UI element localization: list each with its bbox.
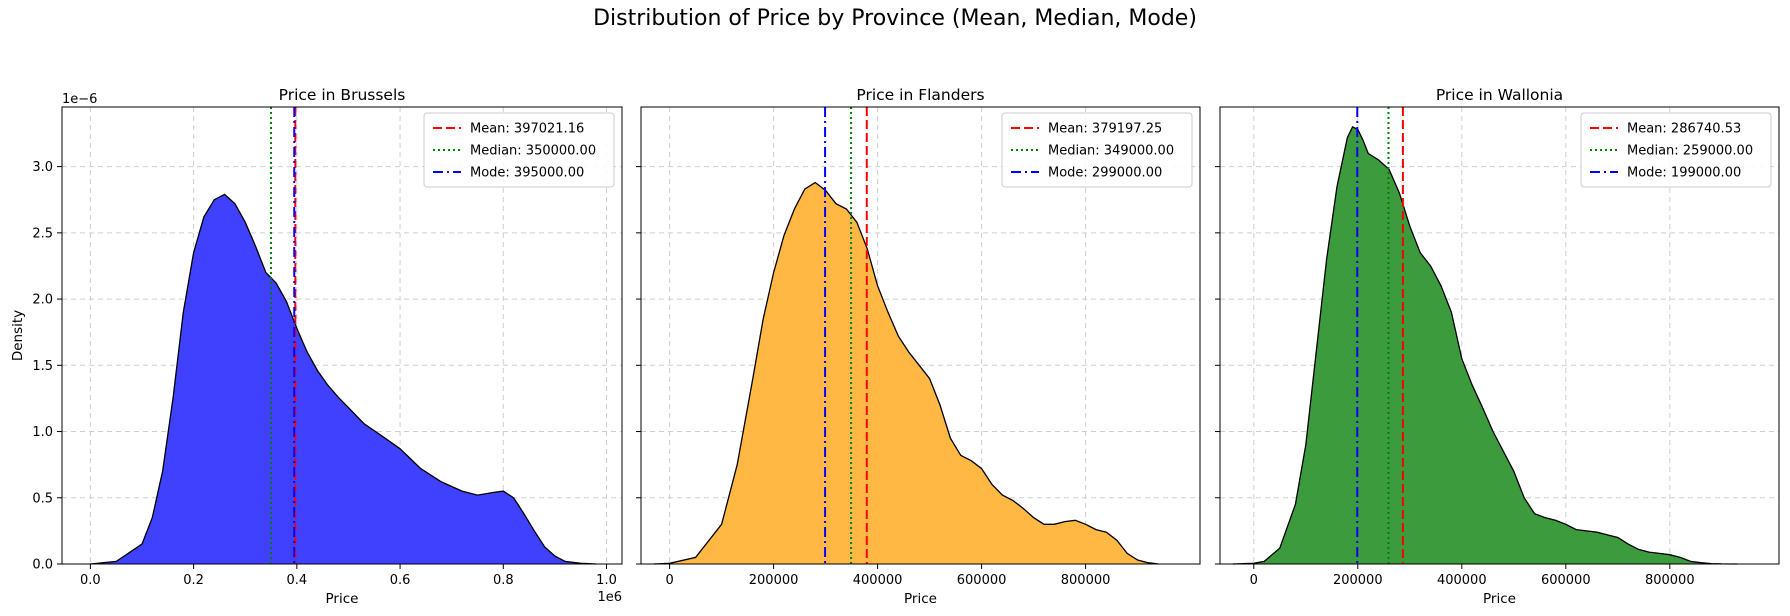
x-tick-label: 0 — [665, 573, 673, 588]
y-tick-label: 2.0 — [32, 293, 53, 308]
x-axis-label: Price — [1483, 591, 1516, 607]
y-tick-label: 0.5 — [32, 491, 53, 506]
density-area — [90, 194, 597, 564]
legend-box — [1001, 112, 1193, 188]
legend: Mean: 286740.53 Median: 259000.00 Mode: 19… — [1580, 112, 1772, 188]
y-tick-label: 1.0 — [32, 425, 53, 440]
legend-label: Mode: 299000.00 — [1048, 166, 1162, 181]
x-tick-label: 400000 — [1437, 573, 1487, 588]
density-outline — [1232, 126, 1738, 565]
density-outline — [90, 193, 597, 565]
x-tick-label: 0.2 — [183, 573, 204, 588]
panel-title: Price in Wallonia — [1436, 86, 1563, 104]
y-tick-label: 3.0 — [32, 160, 53, 175]
x-tick-label: 800000 — [1061, 573, 1111, 588]
plot-frame — [1219, 106, 1780, 565]
legend-label: Median: 259000.00 — [1627, 144, 1753, 159]
density-area — [1233, 126, 1738, 565]
x-tick-label: 400000 — [853, 573, 903, 588]
x-tick-label: 0.6 — [390, 573, 411, 588]
x-axis-label: Price — [904, 591, 937, 607]
legend-label: Mean: 397021.16 — [470, 122, 584, 137]
panel-title: Price in Flanders — [856, 86, 984, 104]
chart-panel-1: 0.0 0.2 0.4 0.6 0.8 1.0 0.0 0.5 1.0 1.5 2.0 2.5 3.0 P… — [10, 86, 623, 607]
y-axis-label: Density — [10, 310, 26, 361]
x-tick-label: 1.0 — [596, 573, 617, 588]
legend: Mean: 379197.25 Median: 349000.00 Mode: 29… — [1001, 112, 1193, 188]
x-tick-label: 600000 — [957, 573, 1007, 588]
legend: Mean: 397021.16 Median: 350000.00 Mode: 39… — [423, 112, 615, 188]
x-tick-label: 0.4 — [286, 573, 307, 588]
figure-title: Distribution of Price by Province (Mean,… — [593, 6, 1197, 31]
plot-frame — [640, 106, 1201, 565]
legend-label: Median: 350000.00 — [470, 144, 596, 159]
plot-frame — [61, 106, 623, 565]
y-tick-label: 1.5 — [32, 359, 53, 374]
x-tick-label: 200000 — [749, 573, 799, 588]
x-tick-label: 800000 — [1645, 573, 1695, 588]
chart-panel-3: 0 200000 400000 600000 800000 Price in Wallon… — [1215, 86, 1780, 607]
y-tick-label: 2.5 — [32, 226, 53, 241]
legend-box — [1580, 112, 1772, 188]
x-tick-label: 600000 — [1541, 573, 1591, 588]
legend-box — [423, 112, 615, 188]
x-tick-label: 0.8 — [493, 573, 514, 588]
legend-label: Mode: 395000.00 — [470, 166, 584, 181]
density-area — [654, 182, 1159, 564]
x-tick-label: 0 — [1250, 573, 1258, 588]
chart-panel-2: 0 200000 400000 600000 800000 Price in Flande… — [636, 86, 1201, 607]
density-outline — [653, 181, 1159, 565]
x-tick-label: 200000 — [1333, 573, 1383, 588]
y-offset-label: 1e−6 — [62, 92, 97, 107]
panel-title: Price in Brussels — [279, 86, 406, 104]
x-axis-label: Price — [326, 591, 359, 607]
legend-label: Median: 349000.00 — [1048, 144, 1174, 159]
x-offset-label: 1e6 — [597, 590, 622, 605]
legend-label: Mode: 199000.00 — [1627, 166, 1741, 181]
y-tick-label: 0.0 — [32, 558, 53, 573]
legend-label: Mean: 286740.53 — [1627, 122, 1741, 137]
legend-label: Mean: 379197.25 — [1048, 122, 1162, 137]
x-tick-label: 0.0 — [80, 573, 101, 588]
